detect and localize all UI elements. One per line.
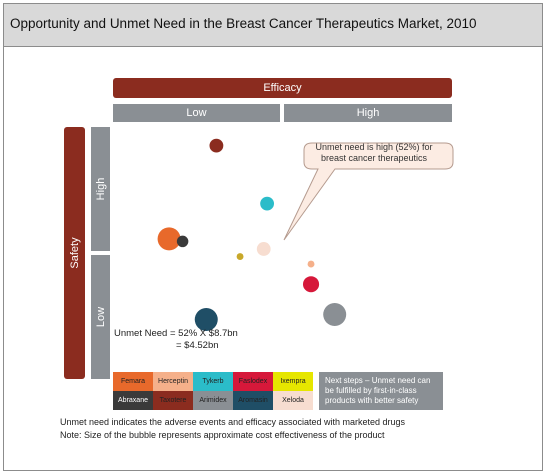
bubble-2 <box>260 196 274 211</box>
x-axis-label: Efficacy <box>113 78 452 98</box>
legend-item-herceptin: Herceptin <box>153 372 193 391</box>
y-axis-high-band: High <box>91 127 110 251</box>
bubble-8 <box>302 276 320 293</box>
callout-bubble <box>283 142 454 241</box>
legend-item-aromasin: Aromasin <box>233 391 273 410</box>
bubble-5 <box>256 242 271 256</box>
legend-item-tykerb: Tykerb <box>193 372 233 391</box>
x-axis-low-label: Low <box>113 104 280 122</box>
footnote-unmet-need: Unmet need indicates the adverse events … <box>60 417 406 427</box>
next-steps-box: Next steps – Unmet need can be fulfilled… <box>319 372 443 410</box>
legend-item-taxotere: Taxotere <box>153 391 193 410</box>
bubble-3 <box>157 227 181 251</box>
bubble-6 <box>236 253 244 260</box>
bubble-9 <box>323 302 347 326</box>
y-axis-low-band: Low <box>91 255 110 379</box>
formula-line-2: = $4.52bn <box>176 340 219 351</box>
callout-text: Unmet need is high (52%) for breast canc… <box>315 142 433 163</box>
page-title: Opportunity and Unmet Need in the Breast… <box>10 16 477 31</box>
legend-item-arimidex: Arimidex <box>193 391 233 410</box>
formula-line-1: Unmet Need = 52% X $8.7bn <box>114 328 238 339</box>
title-bar: Opportunity and Unmet Need in the Breast… <box>4 4 542 47</box>
legend-item-abraxane: Abraxane <box>113 391 153 410</box>
legend-item-faslodex: Faslodex <box>233 372 273 391</box>
unmet-need-formula: Unmet Need = 52% X $8.7bn = $4.52bn <box>114 328 314 352</box>
legend-item-ixempra: Ixempra <box>273 372 313 391</box>
legend: Femara Herceptin Tykerb Faslodex Ixempra Abra… <box>113 372 313 410</box>
y-axis-band: Safety <box>64 127 85 379</box>
bubble-4 <box>176 235 189 248</box>
x-axis-high-label: High <box>284 104 452 122</box>
bubble-10 <box>194 308 218 332</box>
bubble-1 <box>209 138 224 153</box>
footnote-bubble-size: Note: Size of the bubble represents appr… <box>60 430 385 440</box>
legend-item-xeloda: Xeloda <box>273 391 313 410</box>
legend-item-femara: Femara <box>113 372 153 391</box>
bubble-7 <box>307 260 315 268</box>
